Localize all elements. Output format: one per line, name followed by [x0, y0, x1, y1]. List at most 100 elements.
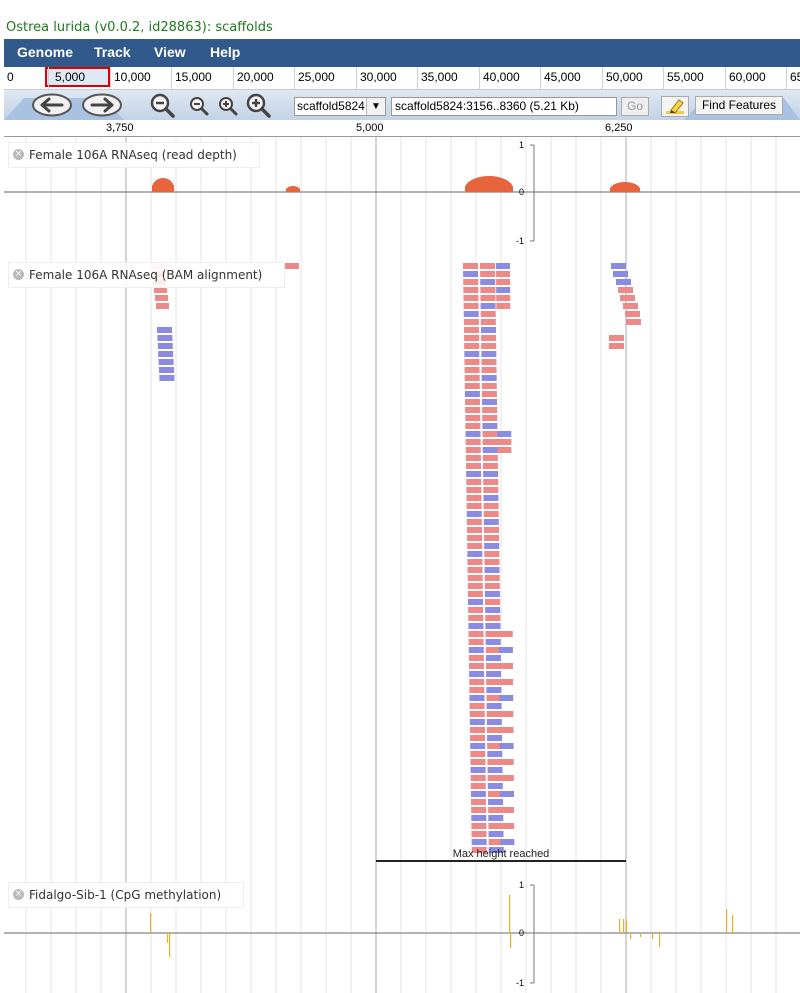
track-area[interactable]: 1 0 -1 Max height reached 1 0 -1 × Femal… — [4, 137, 800, 993]
arrow-right-icon[interactable] — [81, 93, 123, 117]
alignment-read — [463, 271, 479, 277]
zoom-out-small-icon[interactable] — [189, 96, 211, 118]
alignment-read — [471, 847, 487, 853]
alignment-read — [470, 783, 486, 789]
coverage-bar — [621, 182, 623, 192]
alignment-read — [471, 839, 487, 845]
alignment-read — [496, 271, 511, 277]
alignment-read — [159, 375, 175, 381]
alignment-read — [467, 559, 483, 565]
alignment-read — [488, 807, 504, 813]
methylation-axis-tick: 0 — [519, 928, 524, 938]
alignment-read — [486, 695, 502, 701]
coverage-bar — [296, 186, 298, 192]
coverage-bar — [472, 179, 474, 192]
alignment-read — [496, 279, 511, 285]
overview-label: 50,000 — [606, 70, 643, 84]
chevron-down-icon[interactable]: ▼ — [366, 98, 385, 115]
coverage-bar — [625, 182, 627, 192]
coverage-bar — [173, 185, 175, 192]
alignment-read — [469, 703, 485, 709]
coverage-bar — [612, 185, 614, 192]
menu-genome[interactable]: Genome — [17, 44, 74, 60]
alignment-read — [465, 415, 481, 421]
coverage-bar — [297, 187, 299, 192]
alignment-read — [499, 711, 514, 717]
coverage-bar — [473, 179, 475, 192]
track-label-cpg-methylation[interactable]: × Fidalgo-Sib-1 (CpG methylation) — [8, 882, 245, 908]
coverage-bar — [618, 182, 620, 192]
track-label-bam-alignment[interactable]: × Female 106A RNAseq (BAM alignment) — [8, 262, 286, 288]
alignment-read — [486, 703, 502, 709]
track-label-read-depth[interactable]: × Female 106A RNAseq (read depth) — [8, 142, 260, 168]
highlight-button[interactable] — [661, 96, 689, 117]
go-button[interactable]: Go — [621, 97, 649, 116]
methylation-bar — [732, 915, 734, 933]
coverage-bar — [506, 180, 508, 192]
overview-location-box[interactable] — [45, 67, 110, 87]
alignment-read — [471, 799, 487, 805]
alignment-read — [464, 383, 480, 389]
alignment-read — [464, 343, 480, 349]
coverage-axis-tick: 0 — [519, 187, 524, 197]
overview-label: 0 — [7, 70, 14, 84]
alignment-read — [480, 311, 496, 317]
coverage-bar — [476, 177, 478, 192]
menu-view[interactable]: View — [154, 44, 186, 60]
alignment-read — [613, 271, 628, 277]
alignment-read — [467, 591, 483, 597]
coverage-bar — [468, 182, 470, 192]
menu-help[interactable]: Help — [210, 44, 241, 60]
coverage-bar — [480, 176, 482, 192]
coverage-bar — [154, 181, 156, 192]
close-icon[interactable]: × — [13, 149, 24, 160]
alignment-read — [487, 751, 503, 757]
coverage-bar — [288, 187, 290, 192]
alignment-read — [482, 431, 498, 437]
alignment-read — [469, 679, 485, 685]
alignment-read — [465, 423, 481, 429]
position-ruler[interactable]: 3,750 5,000 6,250 — [4, 120, 800, 137]
alignment-read — [466, 487, 482, 493]
refseq-select[interactable]: scaffold5824 ▼ — [294, 97, 386, 116]
alignment-read — [485, 615, 501, 621]
alignment-read — [468, 615, 484, 621]
coverage-bar — [615, 183, 617, 192]
close-icon[interactable]: × — [13, 889, 24, 900]
alignment-read — [481, 367, 497, 373]
alignment-read — [496, 287, 511, 293]
zoom-out-large-icon[interactable] — [149, 92, 177, 120]
alignment-read — [483, 527, 499, 533]
coverage-bar — [157, 179, 159, 192]
coverage-bar — [610, 187, 612, 192]
coverage-bar — [495, 176, 497, 192]
coverage-bar — [158, 178, 160, 192]
overview-label: 65 — [790, 70, 800, 84]
menu-track[interactable]: Track — [94, 44, 131, 60]
coverage-bar — [479, 177, 481, 192]
coverage-bar — [484, 176, 486, 192]
arrow-left-icon[interactable] — [31, 93, 73, 117]
zoom-in-small-icon[interactable] — [218, 96, 240, 118]
coverage-bar — [294, 186, 296, 192]
alignment-read — [469, 663, 484, 669]
overview-scale[interactable]: 0 5,000 10,000 15,000 20,000 25,000 30,0… — [4, 67, 800, 90]
coverage-bar — [475, 178, 477, 192]
alignment-read — [483, 479, 499, 485]
location-input[interactable]: scaffold5824:3156..8360 (5.21 Kb) — [391, 97, 617, 116]
alignment-read — [471, 823, 487, 829]
methylation-bar — [659, 933, 661, 947]
zoom-in-large-icon[interactable] — [245, 92, 273, 120]
page-title: Ostrea lurida (v0.0.2, id28863): scaffol… — [6, 20, 273, 35]
coverage-bar — [287, 187, 289, 192]
coverage-bar — [493, 176, 495, 192]
find-features-button[interactable]: Find Features — [695, 96, 783, 115]
close-icon[interactable]: × — [13, 269, 24, 280]
methylation-bar — [619, 919, 621, 933]
alignment-read — [616, 279, 631, 285]
alignment-read — [157, 327, 172, 333]
alignment-read — [500, 807, 515, 813]
alignment-read — [485, 607, 501, 613]
ruler-label: 3,750 — [106, 122, 134, 134]
coverage-bar — [497, 176, 499, 192]
